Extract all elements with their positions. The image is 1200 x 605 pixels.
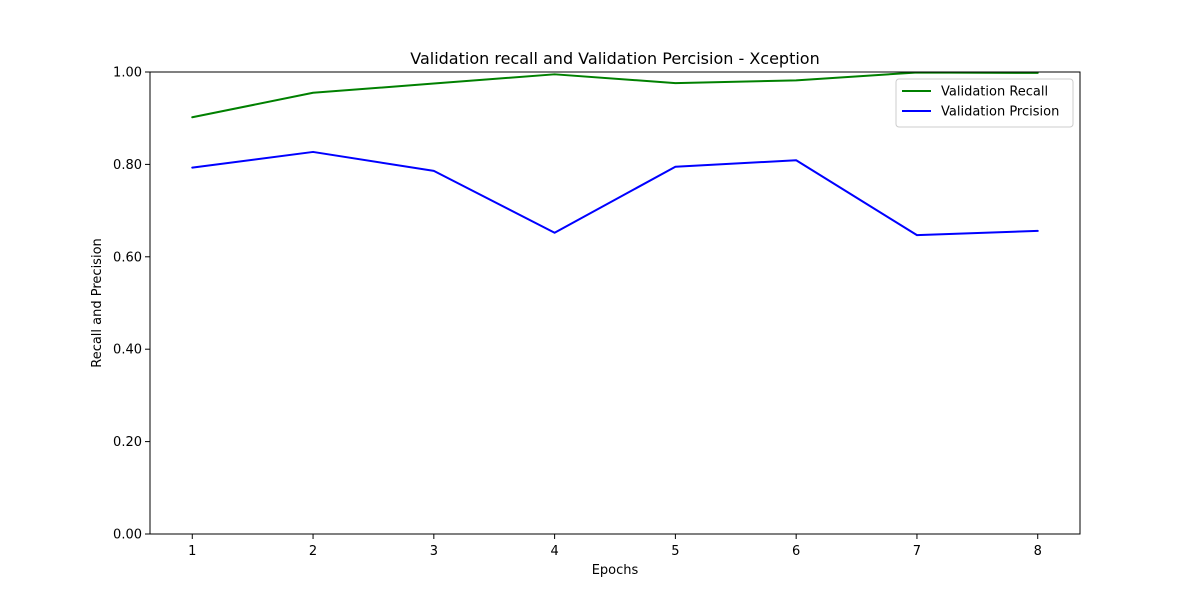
x-axis: 1 2 3 4 5 6 7 8 [188,534,1042,559]
y-tick-label: 0.60 [113,250,142,265]
legend-label: Validation Recall [941,85,1048,100]
plot-area [191,71,1039,237]
y-tick-label: 0.20 [113,435,142,450]
x-tick-label: 1 [188,544,196,559]
legend: Validation Recall Validation Prcision [895,78,1074,128]
x-tick-label: 5 [671,544,679,559]
x-tick-label: 4 [550,544,558,559]
plot-frame [149,71,1081,535]
legend-label: Validation Prcision [941,105,1059,120]
y-tick-label: 0.40 [113,343,142,358]
x-tick-label: 2 [309,544,317,559]
y-tick-label: 1.00 [113,66,142,81]
x-axis-label: Epochs [592,563,639,578]
legend-box [895,78,1074,128]
x-tick-label: 7 [913,544,921,559]
x-tick-label: 3 [430,544,438,559]
y-axis-label: Recall and Precision [90,238,105,368]
x-tick-label: 8 [1034,544,1042,559]
y-tick-label: 0.80 [113,158,142,173]
series-line-1 [191,71,1039,119]
chart-title: Validation recall and Validation Percisi… [410,49,819,68]
x-tick-label: 6 [792,544,800,559]
series-line-2 [191,150,1039,237]
y-tick-label: 0.00 [113,528,142,543]
y-axis: 0.00 0.20 0.40 0.60 0.80 1.00 [113,66,150,543]
